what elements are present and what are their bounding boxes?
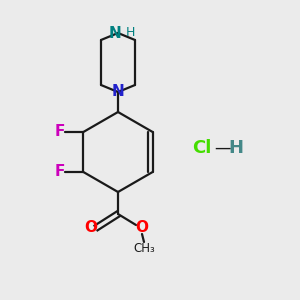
Text: H: H	[228, 139, 243, 157]
Text: CH₃: CH₃	[133, 242, 155, 254]
Text: F: F	[54, 124, 64, 140]
Text: Cl: Cl	[192, 139, 212, 157]
Text: N: N	[109, 26, 122, 40]
Text: H: H	[126, 26, 135, 38]
Text: O: O	[136, 220, 148, 236]
Text: N: N	[112, 85, 124, 100]
Text: F: F	[54, 164, 64, 179]
Text: —: —	[214, 139, 231, 157]
Text: O: O	[85, 220, 98, 236]
